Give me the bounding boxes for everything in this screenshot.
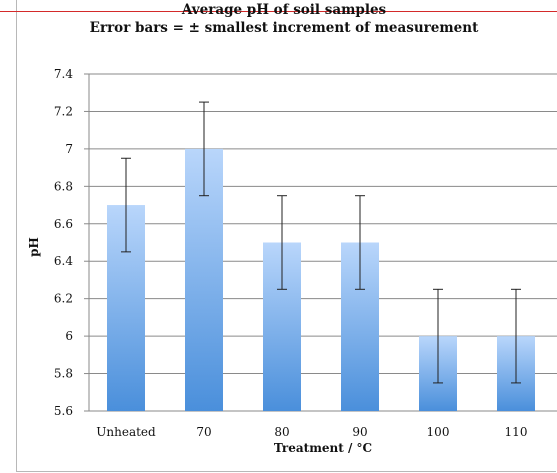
x-tick-label: 100 [427, 425, 450, 439]
y-tick-label: 7.4 [54, 67, 73, 81]
red-guide-line [0, 11, 557, 12]
y-tick-label: 6.2 [54, 292, 73, 306]
y-axis-title: pH [27, 237, 41, 257]
y-tick-label: 7.2 [54, 104, 73, 118]
x-tick-label: Unheated [96, 425, 156, 439]
x-tick-label: 70 [196, 425, 211, 439]
y-tick-label: 5.6 [54, 404, 73, 418]
y-tick-label: 5.8 [54, 367, 73, 381]
x-tick-label: 110 [505, 425, 528, 439]
chart-subtitle: Error bars = ± smallest increment of mea… [90, 20, 479, 36]
y-tick-label: 6.8 [54, 179, 73, 193]
y-tick-label: 6 [65, 329, 73, 343]
x-tick-label: 90 [352, 425, 367, 439]
x-tick-label: 80 [274, 425, 289, 439]
chart-title: Average pH of soil samples [181, 2, 387, 18]
y-tick-label: 7 [65, 142, 73, 156]
chart-frame [16, 0, 556, 472]
y-tick-label: 6.4 [54, 254, 73, 268]
y-tick-label: 6.6 [54, 217, 73, 231]
x-axis-title: Treatment / °C [274, 441, 372, 455]
